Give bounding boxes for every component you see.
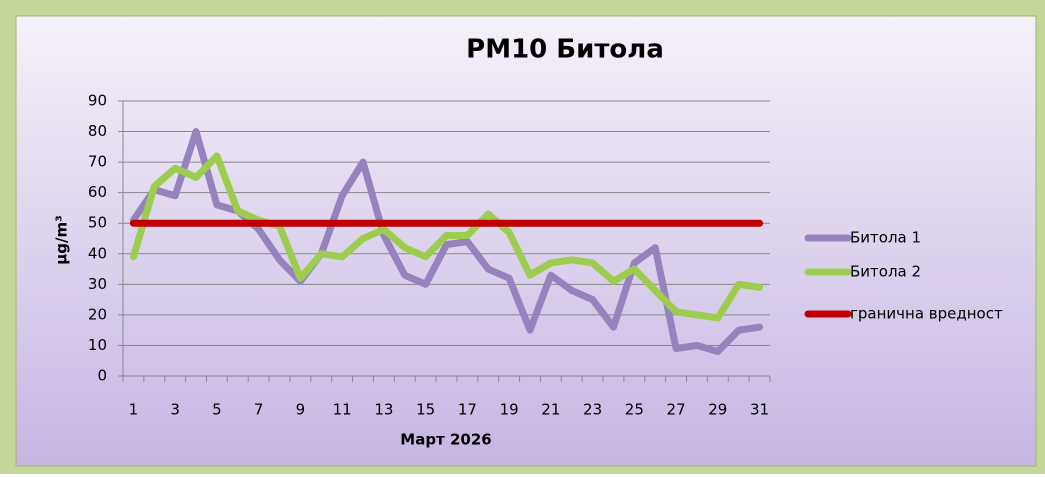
y-tick-label: 20 (88, 305, 107, 323)
x-tick-label: 19 (500, 401, 519, 419)
legend-label: Битола 1 (850, 229, 921, 247)
x-tick-label: 17 (458, 401, 477, 419)
x-tick-label: 31 (750, 401, 769, 419)
x-tick-label: 5 (212, 401, 222, 419)
legend-label: Битола 2 (850, 263, 921, 281)
x-tick-label: 25 (625, 401, 644, 419)
legend-label: гранична вредност (850, 305, 1003, 323)
y-tick-label: 50 (88, 214, 107, 232)
y-tick-label: 10 (88, 336, 107, 354)
series-line (129, 152, 764, 322)
x-tick-label: 13 (374, 401, 393, 419)
x-tick-label: 27 (667, 401, 686, 419)
y-axis-label: μg/m³ (53, 215, 71, 264)
x-axis-label: Март 2026 (400, 431, 491, 449)
chart-title: PM10 Битола (466, 35, 664, 65)
y-tick-label: 70 (88, 153, 107, 171)
y-tick-label: 60 (88, 183, 107, 201)
x-tick-label: 3 (170, 401, 180, 419)
x-tick-label: 9 (296, 401, 306, 419)
x-tick-label: 15 (416, 401, 435, 419)
y-tick-label: 30 (88, 275, 107, 293)
x-tick-label: 21 (541, 401, 560, 419)
y-tick-label: 90 (88, 92, 107, 110)
plot-panel (15, 15, 1037, 467)
x-tick-label: 1 (129, 401, 139, 419)
x-tick-label: 11 (333, 401, 352, 419)
x-tick-label: 29 (708, 401, 727, 419)
x-tick-label: 7 (254, 401, 264, 419)
y-tick-label: 0 (97, 367, 107, 385)
y-tick-label: 40 (88, 244, 107, 262)
x-tick-label: 23 (583, 401, 602, 419)
y-tick-label: 80 (88, 122, 107, 140)
